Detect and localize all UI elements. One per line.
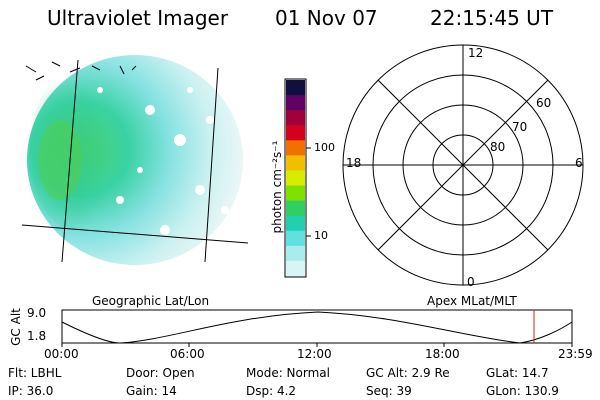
colorbar-swatch	[286, 95, 305, 111]
info-glon: GLon: 130.9	[486, 384, 559, 398]
lat-label-70: 70	[512, 120, 528, 134]
colorbar-tick-10: 10	[314, 229, 328, 242]
date-label: 01 Nov 07	[275, 6, 378, 30]
altitude-xtick: 18:00	[425, 347, 460, 361]
colorbar-swatches	[286, 80, 305, 277]
altitude-strip	[61, 309, 573, 347]
altitude-xtick: 23:59	[558, 347, 593, 361]
image-caption: Geographic Lat/Lon	[92, 294, 210, 308]
info-gc-alt: GC Alt: 2.9 Re	[366, 366, 450, 380]
colorbar-swatch	[286, 80, 305, 96]
altitude-ylabel: GC Alt	[9, 308, 23, 346]
uv-auroral-image	[21, 55, 249, 265]
colorbar-swatch	[286, 215, 305, 232]
info-glat: GLat: 14.7	[486, 366, 549, 380]
colorbar	[284, 78, 311, 278]
colorbar-swatch	[286, 200, 305, 217]
altitude-ytick-high: 9.0	[27, 306, 47, 320]
colorbar-swatch	[286, 110, 305, 126]
colorbar-unit-label: photon cm⁻²s⁻¹	[270, 140, 284, 234]
instrument-title: Ultraviolet Imager	[47, 6, 229, 30]
info-filter: Flt: LBHL	[8, 366, 62, 380]
colorbar-swatch	[286, 260, 305, 277]
altitude-ytick-low: 1.8	[27, 329, 47, 343]
colorbar-swatch	[286, 170, 305, 187]
info-mode: Mode: Normal	[246, 366, 330, 380]
altitude-curve	[61, 311, 573, 344]
colorbar-swatch	[286, 185, 305, 202]
mlt-label-right: 6	[575, 156, 583, 170]
image-speckle	[97, 87, 229, 235]
colorbar-swatch	[286, 155, 305, 171]
lat-label-60: 60	[536, 96, 552, 110]
info-ip: IP: 36.0	[8, 384, 54, 398]
mlt-label-left: 18	[346, 156, 362, 170]
altitude-xtick: 12:00	[297, 347, 332, 361]
altitude-xtick: 06:00	[170, 347, 205, 361]
polar-caption: Apex MLat/MLT	[427, 294, 517, 308]
colorbar-swatch	[286, 245, 305, 262]
mlt-label-bottom: 0	[467, 275, 475, 289]
info-dsp: Dsp: 4.2	[246, 384, 297, 398]
info-door: Door: Open	[126, 366, 195, 380]
info-seq: Seq: 39	[366, 384, 412, 398]
geographic-grid	[21, 59, 249, 263]
colorbar-swatch	[286, 140, 305, 156]
colorbar-swatch	[286, 125, 305, 141]
info-gain: Gain: 14	[126, 384, 177, 398]
colorbar-swatch	[286, 230, 305, 247]
colorbar-tick-100: 100	[314, 141, 335, 154]
altitude-xtick: 00:00	[44, 347, 79, 361]
mlt-label-top: 12	[468, 46, 484, 60]
time-label: 22:15:45 UT	[430, 6, 554, 30]
lat-label-80: 80	[490, 140, 506, 154]
polar-plot	[342, 44, 584, 286]
